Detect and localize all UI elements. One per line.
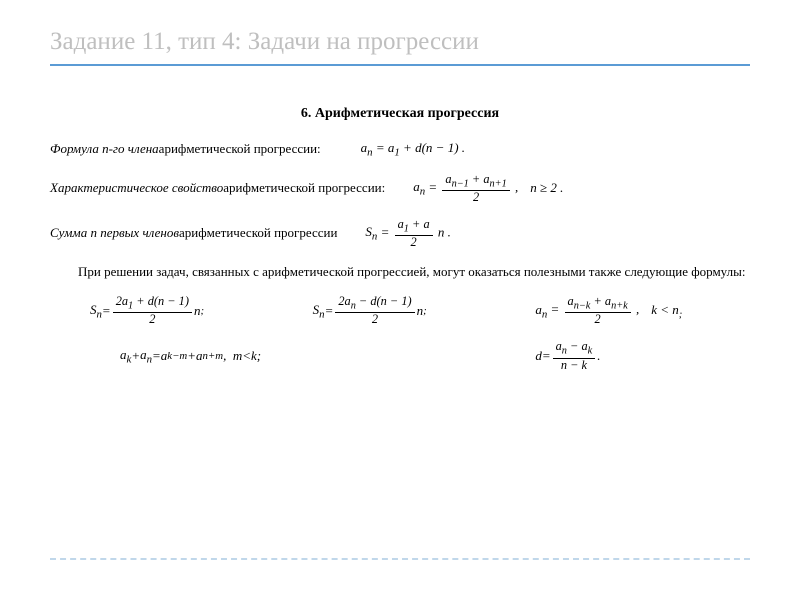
formula-nth: an = a1 + d(n − 1) .	[361, 140, 465, 159]
label-nth: Формула n-го члена	[50, 141, 159, 157]
footer-dashed-line	[50, 558, 750, 560]
formula-line-characteristic: Характеристическое свойство арифметическ…	[50, 173, 750, 204]
formula-d: d = an − akn − k .	[535, 340, 750, 371]
section-title: 6. Арифметическая прогрессия	[50, 106, 750, 122]
formula-char-cond: n ≥ 2 .	[530, 180, 563, 196]
formula-s1: Sn = 2a1 + d(n − 1)2 n;	[90, 295, 305, 326]
label-char-plain: арифметической прогрессии:	[223, 180, 385, 196]
paragraph-intro: При решении задач, связанных с арифметич…	[50, 263, 750, 281]
formula-s2: Sn = 2an − d(n − 1)2 n;	[313, 295, 528, 326]
label-sum-plain: арифметической прогрессии	[179, 225, 337, 241]
formula-ank: an = an−k + an+k2 ,k < n;	[535, 295, 750, 326]
label-nth-plain: арифметической прогрессии:	[159, 141, 321, 157]
formula-char: an = an−1 + an+12 ,	[413, 173, 518, 204]
formula-line-sum: Сумма n первых членов арифметической про…	[50, 218, 750, 249]
formula-grid: Sn = 2a1 + d(n − 1)2 n; Sn = 2an − d(n −…	[50, 295, 750, 371]
slide-container: Задание 11, тип 4: Задачи на прогрессии …	[0, 0, 800, 392]
formula-line-nth-term: Формула n-го члена арифметической прогре…	[50, 140, 750, 159]
label-sum: Сумма n первых членов	[50, 225, 179, 241]
label-char: Характеристическое свойство	[50, 180, 223, 196]
formula-sum: Sn = a1 + a2 n .	[365, 218, 450, 249]
formula-akam: ak + an = ak−m + an+m, m < k;	[90, 347, 527, 366]
slide-title: Задание 11, тип 4: Задачи на прогрессии	[50, 28, 750, 66]
